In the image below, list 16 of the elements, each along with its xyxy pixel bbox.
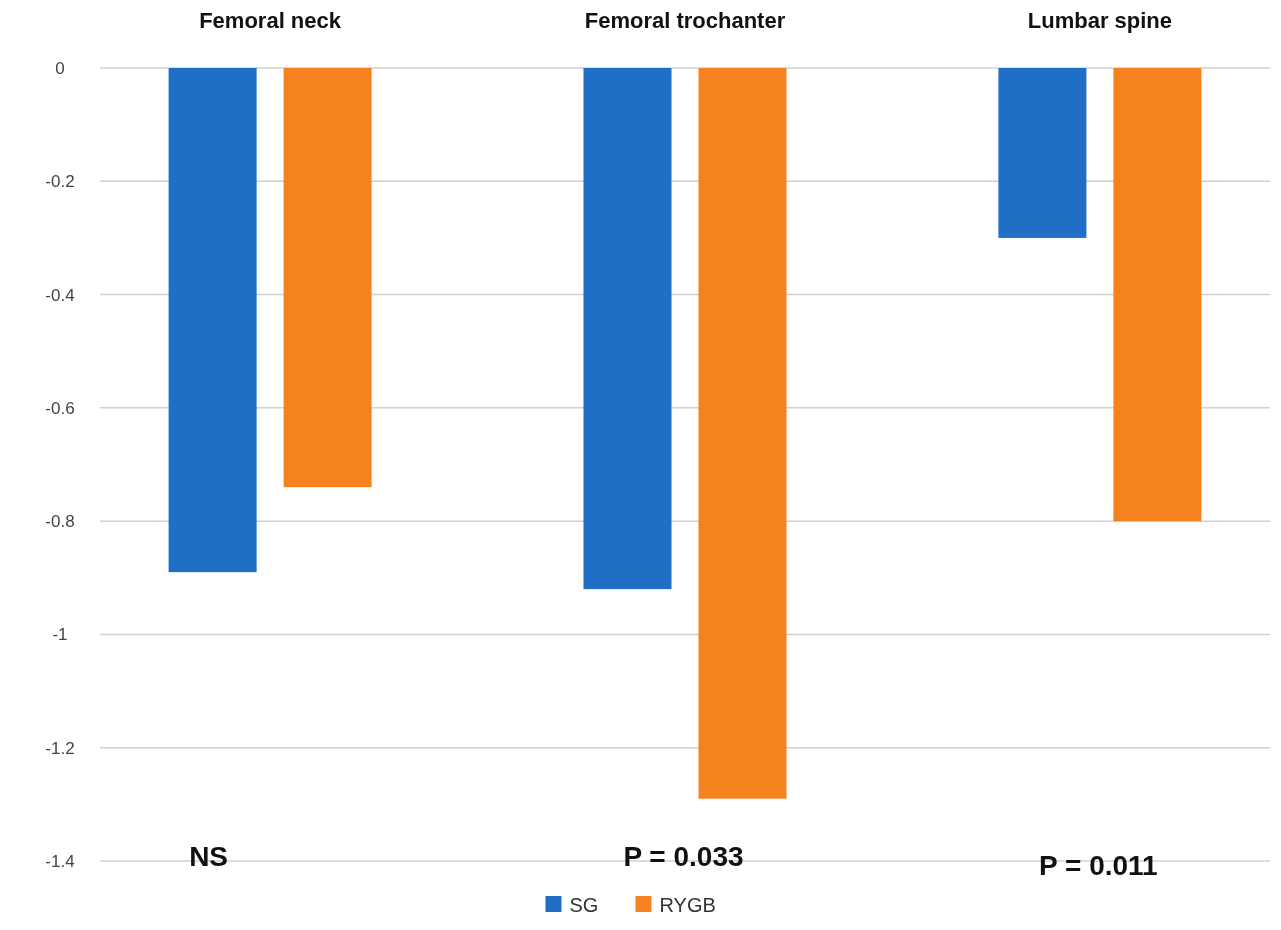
- y-tick-label: -0.2: [45, 172, 75, 192]
- x-tick-label: Lumbar spine: [1027, 8, 1173, 33]
- x-tick-label: Femoral trochanter: [584, 8, 786, 33]
- y-tick-label: 0: [55, 58, 65, 78]
- annotation: P = 0.033: [623, 841, 744, 872]
- annotation: P = 0.011: [1039, 850, 1158, 881]
- y-tick-label: -0.6: [45, 398, 75, 418]
- y-tick-label: -1.4: [45, 851, 75, 871]
- y-tick-label: -0.4: [45, 285, 75, 305]
- y-tick-label: -0.8: [45, 512, 75, 532]
- legend-label: RYGB: [659, 894, 716, 916]
- annotation: NS: [189, 841, 229, 872]
- y-tick-label: -1.2: [45, 738, 75, 758]
- y-tick-label: -1: [52, 625, 68, 645]
- x-tick-label: Femoral neck: [199, 8, 342, 33]
- legend-label: SG: [569, 894, 599, 916]
